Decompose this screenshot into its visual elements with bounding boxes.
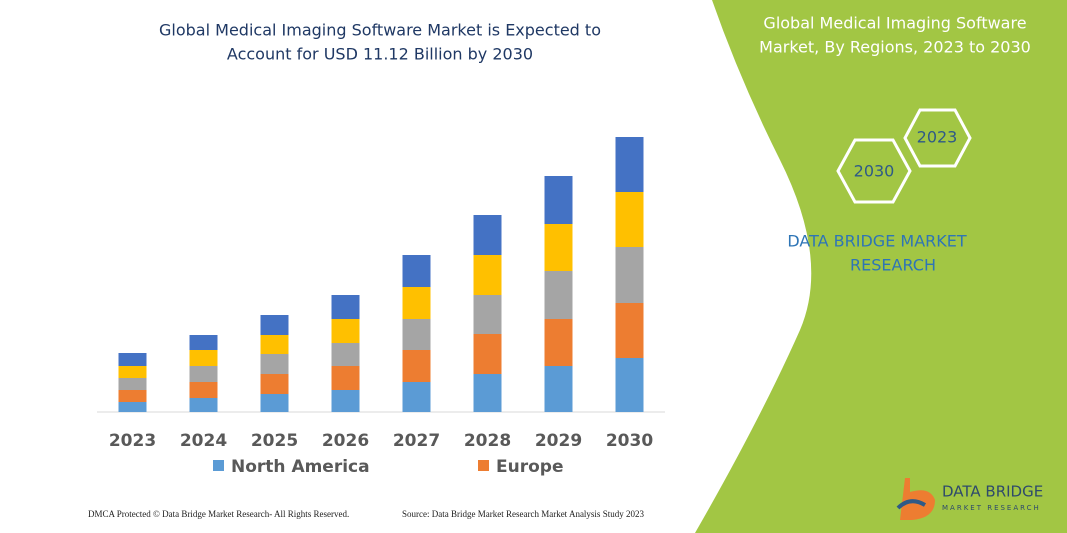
legend-label: Europe bbox=[496, 457, 563, 477]
bar-segment bbox=[118, 366, 147, 378]
bar-segment bbox=[260, 394, 289, 412]
hex-label: 2030 bbox=[854, 162, 895, 181]
logo-icon bbox=[900, 478, 935, 520]
bar-segment bbox=[615, 303, 644, 358]
chart-title: Global Medical Imaging Software Market i… bbox=[159, 21, 601, 40]
bar-segment bbox=[473, 334, 502, 374]
bar-segment bbox=[118, 402, 147, 412]
panel-title: Market, By Regions, 2023 to 2030 bbox=[759, 38, 1031, 57]
bar-segment bbox=[615, 192, 644, 247]
bar-segment bbox=[331, 390, 360, 412]
bar-segment bbox=[544, 224, 573, 271]
bar-segment bbox=[402, 255, 431, 287]
chart-title: Account for USD 11.12 Billion by 2030 bbox=[227, 45, 533, 64]
hexagon bbox=[836, 138, 912, 204]
bar-segment bbox=[331, 319, 360, 343]
bar-segment bbox=[473, 215, 502, 255]
bar-segment bbox=[473, 374, 502, 412]
x-tick-label: 2026 bbox=[322, 431, 369, 451]
bar-segment bbox=[331, 343, 360, 366]
footer-right: Source: Data Bridge Market Research Mark… bbox=[402, 509, 644, 519]
footer-left: DMCA Protected © Data Bridge Market Rese… bbox=[88, 509, 349, 519]
logo-name: DATA BRIDGE bbox=[942, 483, 1043, 501]
side-panel bbox=[695, 0, 1067, 533]
bar-segment bbox=[189, 335, 218, 350]
bar-segment bbox=[260, 354, 289, 374]
bar-segment bbox=[473, 295, 502, 334]
legend-swatch bbox=[213, 460, 224, 471]
bar-segment bbox=[544, 176, 573, 224]
bar-segment bbox=[615, 358, 644, 412]
logo-icon bbox=[896, 499, 927, 510]
bar-segment bbox=[473, 255, 502, 295]
bar-segment bbox=[615, 247, 644, 303]
bar-segment bbox=[544, 271, 573, 319]
bar-segment bbox=[402, 382, 431, 412]
bar-segment bbox=[260, 374, 289, 394]
bar-segment bbox=[402, 319, 431, 350]
bar-segment bbox=[118, 390, 147, 402]
brand-text: RESEARCH bbox=[850, 256, 936, 275]
bar-segment bbox=[189, 350, 218, 366]
bar-segment bbox=[189, 366, 218, 382]
bar-segment bbox=[118, 378, 147, 390]
x-tick-label: 2025 bbox=[251, 431, 298, 451]
bar-segment bbox=[615, 137, 644, 192]
bar-segment bbox=[189, 382, 218, 398]
bar-segment bbox=[331, 366, 360, 390]
hexagon bbox=[903, 108, 972, 168]
x-tick-label: 2029 bbox=[535, 431, 582, 451]
x-tick-label: 2030 bbox=[606, 431, 653, 451]
brand-text: DATA BRIDGE MARKET bbox=[787, 232, 967, 251]
bar-segment bbox=[331, 295, 360, 319]
bar-segment bbox=[402, 350, 431, 382]
bar-segment bbox=[544, 319, 573, 366]
hex-label: 2023 bbox=[917, 128, 958, 147]
x-tick-label: 2024 bbox=[180, 431, 227, 451]
bar-segment bbox=[544, 366, 573, 412]
x-tick-label: 2027 bbox=[393, 431, 440, 451]
bar-segment bbox=[402, 287, 431, 319]
bar-segment bbox=[189, 398, 218, 412]
panel-title: Global Medical Imaging Software bbox=[763, 14, 1026, 33]
legend-swatch bbox=[478, 460, 489, 471]
x-tick-label: 2023 bbox=[109, 431, 156, 451]
logo-tagline: MARKET RESEARCH bbox=[942, 504, 1041, 512]
bar-segment bbox=[260, 315, 289, 335]
x-tick-label: 2028 bbox=[464, 431, 511, 451]
legend-label: North America bbox=[231, 457, 370, 477]
bar-segment bbox=[118, 353, 147, 366]
bar-segment bbox=[260, 335, 289, 354]
